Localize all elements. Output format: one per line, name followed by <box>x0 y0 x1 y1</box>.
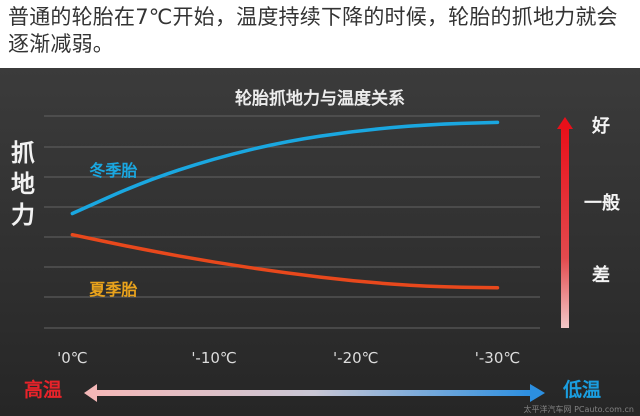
chart-title: 轮胎抓地力与温度关系 <box>235 89 405 109</box>
y-axis-label: 抓地力 <box>6 138 40 231</box>
high-temp-label: 高温 <box>24 379 63 401</box>
grip-grade-label: 好 <box>592 116 610 138</box>
winter-tire-line <box>70 120 500 216</box>
grade-bar-body <box>561 128 569 328</box>
y-axis-label-char: 力 <box>11 201 35 229</box>
grid-lines <box>44 115 540 329</box>
temp-arrow-left-head <box>84 384 97 402</box>
x-tick-label: '0℃ <box>57 349 88 367</box>
page-caption: 普通的轮胎在7℃开始，温度持续下降的时候，轮胎的抓地力就会逐渐减弱。 <box>8 5 618 56</box>
grip-grade-label: 一般 <box>584 192 620 214</box>
winter-tire-label: 冬季胎 <box>89 160 138 180</box>
x-tick-label: '-20℃ <box>333 349 379 367</box>
grade-scale-bar <box>557 117 573 328</box>
summer-tire-label: 夏季胎 <box>89 279 138 299</box>
y-axis-label-char: 抓 <box>11 139 35 167</box>
grip-grade-label: 差 <box>592 264 610 286</box>
x-tick-label: '-30℃ <box>474 349 521 367</box>
watermark: 太平洋汽车网 PCauto.com.cn <box>523 405 634 414</box>
x-tick-label: '-10℃ <box>191 349 237 367</box>
y-axis-label-char: 地 <box>11 170 35 198</box>
temperature-direction-arrow <box>84 384 545 402</box>
temp-arrow-right-head <box>530 384 545 402</box>
grade-bar-arrowhead <box>557 117 573 129</box>
low-temp-label: 低温 <box>563 379 602 401</box>
summer-tire-line <box>70 232 500 290</box>
series-lines <box>70 120 500 290</box>
temp-arrow-body <box>96 390 531 396</box>
